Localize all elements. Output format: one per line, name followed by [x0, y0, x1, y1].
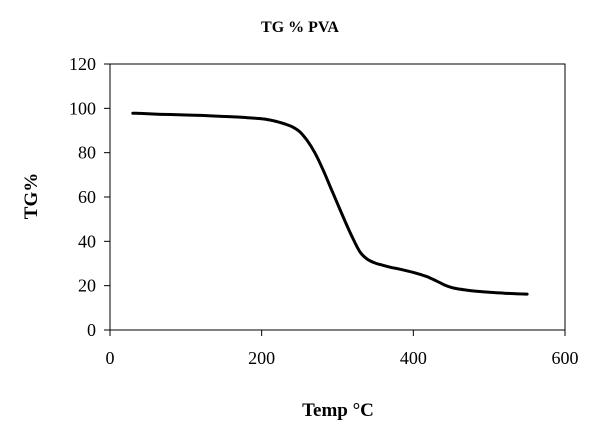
x-tick-label: 600	[552, 348, 579, 368]
y-tick-label: 100	[69, 98, 96, 118]
x-axis-title: Temp °C	[302, 400, 374, 421]
x-tick-label: 200	[248, 348, 275, 368]
y-tick-label: 0	[87, 320, 96, 340]
plot-area-border	[109, 63, 566, 331]
y-axis-title: TG%	[21, 173, 42, 219]
x-tick-label: 400	[400, 348, 427, 368]
y-tick-label: 40	[78, 231, 96, 251]
x-tick-label: 0	[106, 348, 115, 368]
chart-title: TG % PVA	[261, 19, 339, 36]
y-tick-label: 20	[78, 276, 96, 296]
y-tick-label: 120	[69, 54, 96, 74]
series-line-0	[131, 111, 529, 296]
y-tick-label: 60	[78, 187, 96, 207]
y-tick-label: 80	[78, 143, 96, 163]
